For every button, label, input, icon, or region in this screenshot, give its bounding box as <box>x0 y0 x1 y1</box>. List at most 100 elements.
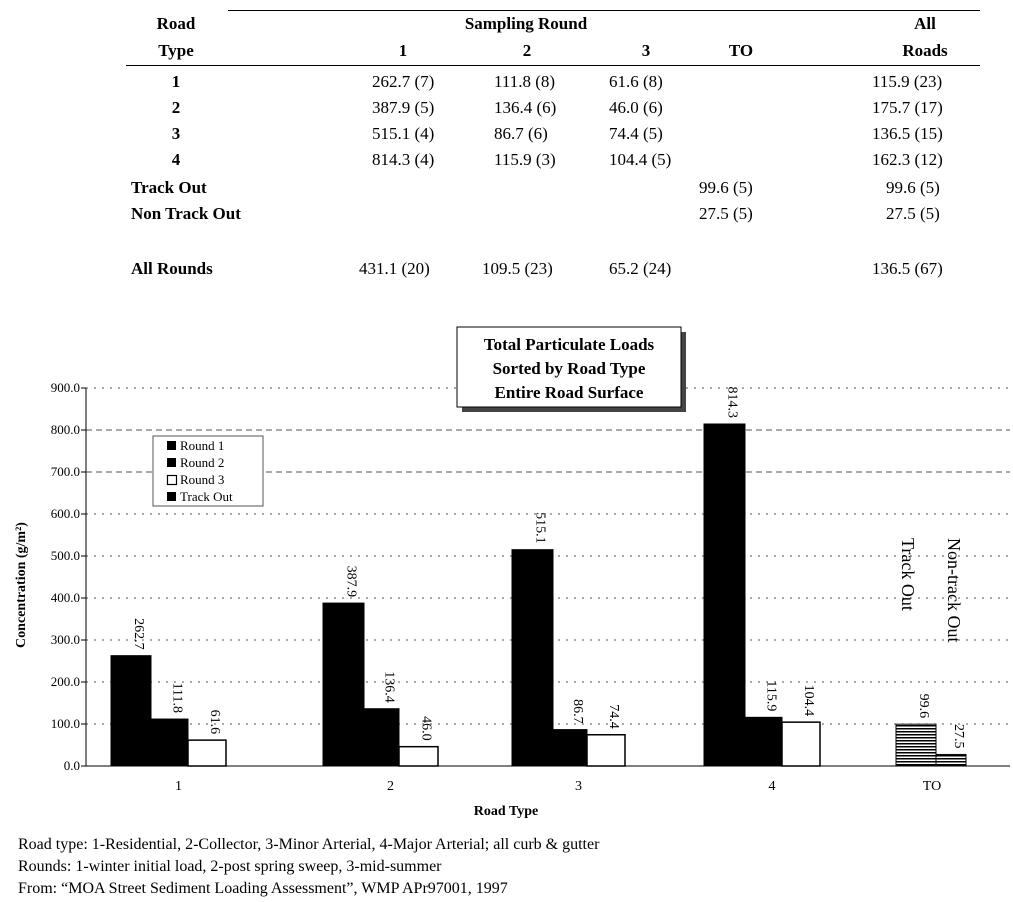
grid-lines <box>86 387 1010 725</box>
bar-value-label: 61.6 <box>207 710 222 735</box>
y-tick-label: 100.0 <box>51 716 80 731</box>
table-cell: 431.1 (20) <box>359 259 430 278</box>
note-road-type: Road type: 1-Residential, 2-Collector, 3… <box>18 836 600 853</box>
bar-value-label: 111.8 <box>170 683 185 713</box>
bar-value-label: 387.9 <box>344 566 359 598</box>
legend: Round 1 Round 2 Round 3 Track Out <box>152 435 264 507</box>
summary-table: Road Type Sampling Round 1 2 3 TO All Ro… <box>0 0 1013 290</box>
bar-value-label: 104.4 <box>801 685 816 717</box>
table-row-label: 4 <box>171 150 181 169</box>
table-row-label: Non Track Out <box>131 204 241 223</box>
bar-value-label: 46.0 <box>419 716 434 741</box>
table-row-label: 2 <box>171 98 181 117</box>
table-cell: 99.6 (5) <box>886 178 940 197</box>
legend-round-2: Round 2 <box>180 455 224 470</box>
x-axis-title: Road Type <box>474 804 538 819</box>
table-cell: 136.4 (6) <box>494 98 557 117</box>
bar-value-label: 74.4 <box>606 704 621 729</box>
table-cell: 65.2 (24) <box>609 259 672 278</box>
bar-chart: 0.0 100.0 200.0 300.0 400.0 500.0 600.0 700.0 80… <box>14 326 1010 819</box>
round-2-bar <box>150 718 189 767</box>
legend-swatch-track-out <box>167 492 176 501</box>
header-round-2: 2 <box>522 41 532 60</box>
legend-swatch-round-2 <box>167 458 176 467</box>
round-2-bar <box>552 729 588 767</box>
table-cell: 109.5 (23) <box>482 259 553 278</box>
round-1-bar <box>110 655 152 767</box>
table-row-label: 1 <box>171 72 181 91</box>
x-tick-label-to: TO <box>923 779 941 794</box>
table-cell: 99.6 (5) <box>699 178 753 197</box>
header-round-1: 1 <box>398 41 408 60</box>
round-1-bar <box>703 423 746 767</box>
legend-swatch-round-3 <box>166 474 178 486</box>
round-3-bar <box>187 739 227 767</box>
table-cell: 115.9 (23) <box>872 72 943 91</box>
bar-value-label: 86.7 <box>570 699 585 724</box>
bar-value-label: 136.4 <box>382 671 397 703</box>
header-road: Road <box>156 14 196 33</box>
table-cell: 136.5 (67) <box>872 259 943 278</box>
header-all: All <box>914 14 936 33</box>
bars <box>110 423 967 767</box>
table-row-label: 3 <box>171 124 181 143</box>
axes: 0.0 100.0 200.0 300.0 400.0 500.0 600.0 700.0 80… <box>51 380 1010 794</box>
note-source: From: “MOA Street Sediment Loading Asses… <box>18 880 508 897</box>
table-cell: 27.5 (5) <box>699 204 753 223</box>
table-cell: 115.9 (3) <box>494 150 556 169</box>
legend-track-out: Track Out <box>180 489 233 504</box>
legend-round-1: Round 1 <box>180 438 224 453</box>
table-cell: 814.3 (4) <box>372 150 435 169</box>
table-cell: 111.8 (8) <box>494 72 556 91</box>
table-cell: 27.5 (5) <box>886 204 940 223</box>
y-tick-label: 300.0 <box>51 632 80 647</box>
track-out-bar <box>895 723 937 767</box>
round-2-bar <box>363 708 400 767</box>
notes: Road type: 1-Residential, 2-Collector, 3… <box>18 834 998 900</box>
table-header-rule <box>126 65 980 66</box>
y-tick-label: 0.0 <box>64 758 80 773</box>
y-tick-label: 200.0 <box>51 674 80 689</box>
table-cell: 515.1 (4) <box>372 124 435 143</box>
legend-round-3: Round 3 <box>180 472 224 487</box>
header-sampling-round: Sampling Round <box>464 14 588 33</box>
y-axis-title: Concentration (g/m²) <box>14 522 29 648</box>
table-cell: 86.7 (6) <box>494 124 548 143</box>
x-tick-label: 4 <box>769 779 776 794</box>
table-cell: 162.3 (12) <box>872 150 943 169</box>
y-tick-label: 900.0 <box>51 380 80 395</box>
title-line-1: Total Particulate Loads <box>484 335 655 354</box>
y-tick-label: 600.0 <box>51 506 80 521</box>
title-line-3: Entire Road Surface <box>495 383 644 402</box>
header-round-3: 3 <box>641 41 651 60</box>
data-labels: 262.7 111.8 61.6 387.9 136.4 46.0 515.1 86.7 74.… <box>131 386 966 748</box>
table-cell: 387.9 (5) <box>372 98 435 117</box>
bar-value-label: 115.9 <box>764 680 779 711</box>
title-box <box>456 326 682 408</box>
note-rounds: Rounds: 1-winter initial load, 2-post sp… <box>18 858 442 875</box>
round-3-bar <box>398 745 439 767</box>
y-tick-label: 700.0 <box>51 464 80 479</box>
table-cell: 46.0 (6) <box>609 98 663 117</box>
title-line-2: Sorted by Road Type <box>493 359 646 378</box>
round-3-bar <box>586 734 626 767</box>
y-tick-label: 500.0 <box>51 548 80 563</box>
y-tick-label: 400.0 <box>51 590 80 605</box>
x-tick-label: 3 <box>575 779 582 794</box>
annotation-non-track-out: Non-track Out <box>944 538 964 642</box>
non-track-out-bar <box>935 753 967 767</box>
bar-value-label: 515.1 <box>533 512 548 544</box>
round-1-bar <box>511 549 554 767</box>
bar-value-label: 27.5 <box>951 724 966 749</box>
round-3-bar <box>781 721 821 767</box>
table-top-rule <box>228 10 980 11</box>
table-cell: 175.7 (17) <box>872 98 943 117</box>
annotation-track-out: Track Out <box>898 538 918 611</box>
table-row-label: All Rounds <box>131 259 213 278</box>
table-cell: 136.5 (15) <box>872 124 943 143</box>
table-cell: 104.4 (5) <box>609 150 672 169</box>
table-cell: 262.7 (7) <box>372 72 435 91</box>
chart-title: Total Particulate Loads Sorted by Road T… <box>456 326 686 412</box>
legend-swatch-round-1 <box>167 441 176 450</box>
table-cell: 74.4 (5) <box>609 124 663 143</box>
